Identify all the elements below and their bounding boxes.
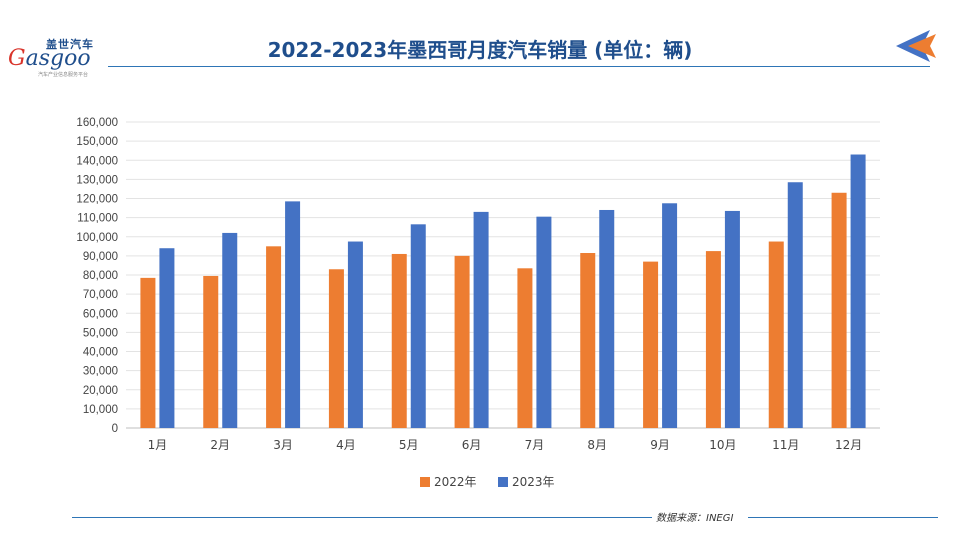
bar-2023 [347,241,363,428]
legend-label: 2022年 [434,475,477,489]
x-tick-label: 5月 [399,438,419,452]
y-tick-label: 100,000 [76,232,118,244]
bar-2023 [285,201,301,428]
bar-2022 [705,251,721,428]
y-tick-label: 50,000 [83,327,118,339]
bar-2023 [473,211,489,428]
bar-2022 [140,277,156,428]
y-tick-label: 140,000 [76,155,118,167]
bar-2023 [410,224,426,428]
logo-chinese-text: 盖世汽车 [46,38,94,51]
x-tick-label: 3月 [273,438,293,452]
y-tick-label: 150,000 [76,136,118,148]
bar-2022 [328,269,344,428]
y-tick-label: 90,000 [83,251,118,263]
bar-2022 [454,255,470,428]
bar-2023 [159,248,175,428]
bar-2022 [517,268,533,428]
x-tick-label: 6月 [462,438,482,452]
page-title: 2022-2023年墨西哥月度汽车销量 (单位：辆) [267,38,693,62]
bar-2022 [580,253,596,428]
y-tick-label: 120,000 [76,194,118,206]
y-tick-label: 130,000 [76,174,118,186]
x-tick-label: 4月 [336,438,356,452]
logo-tagline: 汽车产业信息服务平台 [38,72,89,78]
legend-swatch-2023 [498,477,508,487]
x-tick-label: 7月 [525,438,545,452]
gasgoo-logo: 盖世汽车 Gasgoo 汽车产业信息服务平台 [8,36,108,78]
x-tick-label: 9月 [650,438,670,452]
title-divider [108,66,930,67]
footer-divider-left [72,517,652,518]
y-tick-label: 160,000 [76,117,118,129]
bar-2022 [203,275,219,428]
legend-swatch-2022 [420,477,430,487]
bar-2023 [599,209,615,428]
y-tick-label: 30,000 [83,366,118,378]
bar-2023 [662,203,678,428]
y-tick-label: 10,000 [83,404,118,416]
y-tick-label: 40,000 [83,347,118,359]
footer-divider-right [748,517,938,518]
legend-label: 2023年 [512,475,555,489]
x-tick-label: 8月 [587,438,607,452]
data-source-note: 数据来源：INEGI [656,513,734,524]
y-tick-label: 80,000 [83,270,118,282]
bar-2023 [222,232,238,428]
x-tick-label: 2月 [210,438,230,452]
x-tick-label: 12月 [835,438,862,452]
y-tick-label: 60,000 [83,308,118,320]
corner-arrow-icon [896,30,936,62]
bar-2023 [850,154,866,428]
x-tick-label: 1月 [148,438,168,452]
bar-2023 [536,216,552,428]
bar-2022 [391,253,407,428]
y-tick-label: 70,000 [83,289,118,301]
bar-2023 [787,182,803,428]
bar-2022 [831,192,847,428]
bar-2022 [266,246,282,428]
logo-english-text: Gasgoo [8,46,91,71]
y-tick-label: 110,000 [77,213,118,225]
bar-2023 [724,210,740,428]
bar-2022 [768,241,784,428]
x-tick-label: 11月 [772,438,799,452]
bar-2022 [643,261,659,428]
y-tick-label: 0 [112,423,118,435]
y-tick-label: 20,000 [83,385,118,397]
x-tick-label: 10月 [709,438,736,452]
